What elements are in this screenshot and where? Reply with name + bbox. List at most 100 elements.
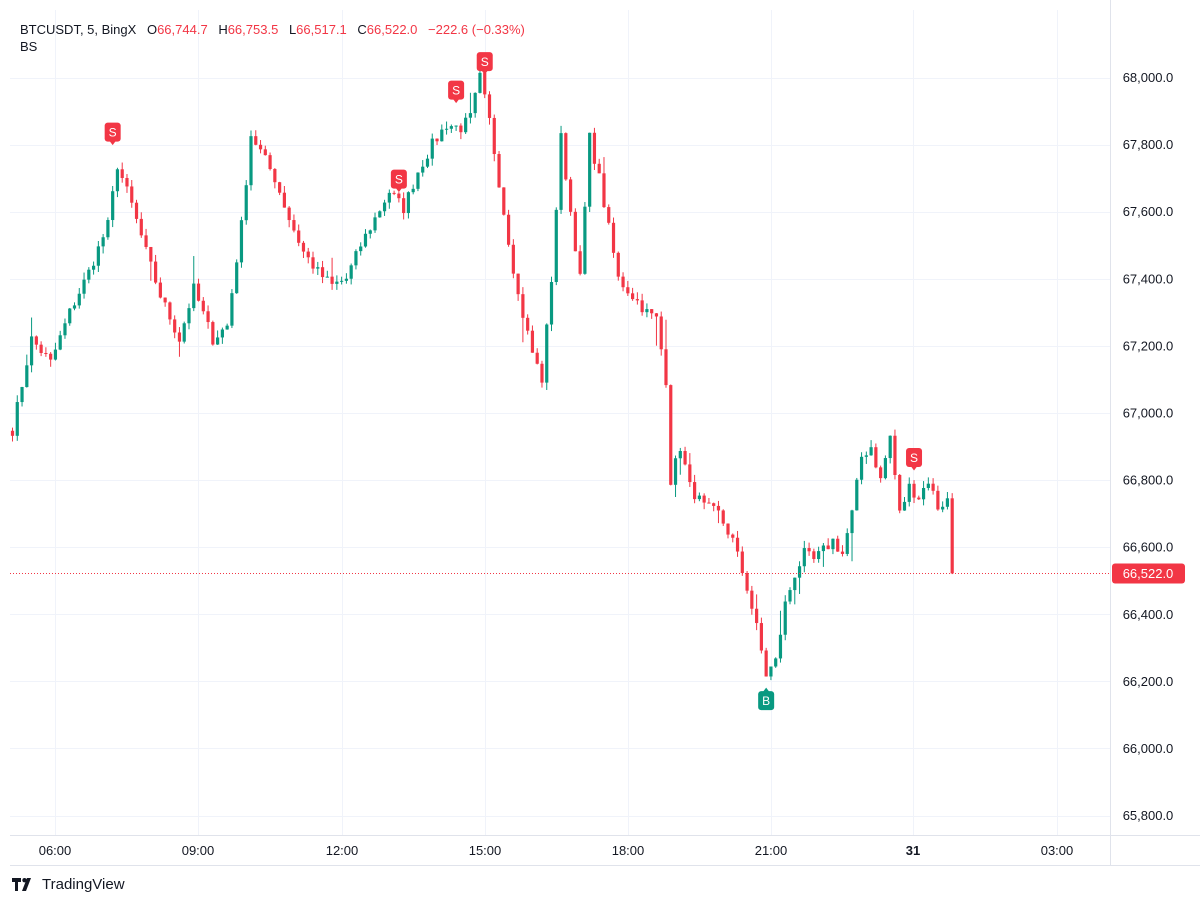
- time-axis[interactable]: 06:00 09:00 12:00 15:00 18:00 21:00 31 03:00: [39, 843, 1074, 858]
- candle: [516, 273, 520, 301]
- candle-body: [230, 293, 234, 326]
- candle: [654, 313, 659, 346]
- candle-body: [82, 279, 86, 294]
- candle: [740, 546, 744, 576]
- candle: [268, 152, 272, 171]
- candle-body: [363, 233, 368, 247]
- candle: [464, 113, 468, 134]
- candle: [382, 199, 387, 216]
- candle: [316, 261, 320, 275]
- candle-body: [192, 283, 196, 309]
- candle-body: [702, 495, 706, 503]
- candle: [769, 666, 773, 681]
- candle-body: [693, 482, 697, 500]
- symbol-label[interactable]: BTCUSDT, 5, BingX: [20, 22, 137, 37]
- candle: [120, 162, 124, 183]
- candle: [788, 587, 792, 605]
- candle: [254, 130, 258, 146]
- candle-body: [683, 451, 687, 465]
- candle: [144, 228, 148, 250]
- candle-body: [464, 117, 468, 133]
- sell-marker-label: S: [910, 451, 918, 465]
- candle-body: [311, 257, 315, 269]
- indicator-label[interactable]: BS: [20, 39, 38, 54]
- candle: [702, 493, 706, 510]
- candle: [793, 577, 797, 605]
- candle: [387, 189, 391, 209]
- time-tick-label: 31: [906, 843, 920, 858]
- candle: [273, 168, 277, 189]
- candle-body: [797, 566, 802, 578]
- price-tick-label: 66,600.0: [1123, 540, 1174, 555]
- candle: [898, 474, 902, 514]
- candle-body: [549, 281, 554, 325]
- candle-body: [316, 267, 320, 269]
- candle-body: [545, 324, 549, 383]
- candle: [573, 208, 577, 252]
- candle-body: [225, 325, 229, 330]
- candle-body: [158, 282, 162, 298]
- price-axis[interactable]: 68,000.0 67,800.0 67,600.0 67,400.0 67,200.0…: [1123, 70, 1174, 823]
- candle: [631, 287, 635, 301]
- candle: [893, 429, 897, 480]
- candle-body: [273, 169, 277, 183]
- candle-body: [831, 538, 835, 550]
- candle-body: [211, 322, 215, 345]
- candle-body: [583, 206, 587, 274]
- sell-marker-label: S: [481, 55, 489, 69]
- candle-body: [39, 344, 43, 353]
- candle-body: [492, 117, 496, 155]
- candle: [907, 477, 911, 507]
- candle-body: [96, 246, 100, 266]
- candle: [154, 254, 158, 285]
- sell-marker-label: S: [395, 173, 403, 187]
- candle: [425, 154, 430, 169]
- candle: [750, 585, 754, 615]
- candle-body: [497, 154, 501, 188]
- candle-body: [111, 191, 115, 221]
- candle-body: [382, 202, 387, 212]
- candle: [397, 192, 401, 203]
- candle-body: [378, 211, 382, 218]
- candle-body: [731, 534, 735, 538]
- candle-body: [454, 125, 458, 127]
- candle: [735, 530, 740, 557]
- candle: [921, 481, 926, 506]
- candle: [845, 528, 849, 557]
- candle: [29, 317, 34, 373]
- candle: [20, 386, 24, 407]
- candle: [645, 303, 649, 318]
- candle: [526, 314, 530, 335]
- last-price-badge: [1112, 563, 1185, 584]
- candle: [440, 124, 444, 142]
- candle-body: [344, 278, 348, 281]
- candle-body: [235, 262, 239, 294]
- candle: [258, 140, 263, 154]
- close-label: C: [357, 22, 367, 37]
- candle-body: [750, 590, 754, 609]
- price-tick-label: 67,000.0: [1123, 406, 1174, 421]
- candle: [611, 217, 616, 258]
- candle: [63, 318, 67, 339]
- candle: [936, 485, 940, 511]
- candle: [492, 114, 496, 162]
- candle: [564, 132, 568, 181]
- candle-body: [874, 447, 878, 468]
- candle: [354, 249, 358, 270]
- candle-body: [502, 187, 506, 215]
- tradingview-logo[interactable]: TradingView: [12, 876, 125, 893]
- candle-body: [879, 467, 883, 479]
- candle: [235, 259, 239, 294]
- candle-body: [640, 300, 644, 313]
- candle: [821, 542, 825, 567]
- candle-body: [626, 287, 630, 294]
- candle-body: [735, 537, 740, 552]
- sell-marker: S: [476, 52, 493, 75]
- candle-body: [177, 332, 182, 342]
- candle-body: [220, 329, 224, 338]
- candle-body: [392, 192, 396, 194]
- candle: [39, 341, 43, 357]
- candle-body: [182, 323, 186, 342]
- price-tick-label: 67,600.0: [1123, 204, 1174, 219]
